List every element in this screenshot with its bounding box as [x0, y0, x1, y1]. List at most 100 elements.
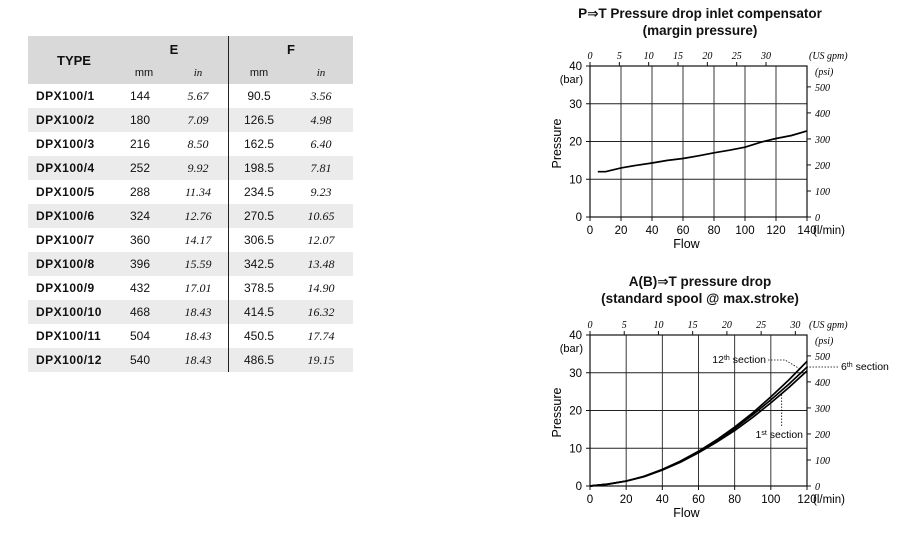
f-in-cell: 12.07 — [307, 232, 335, 247]
chart1-x2-tick-label: 20 — [702, 51, 712, 62]
f-in-cell: 14.90 — [307, 280, 335, 295]
e-mm-cell: 360 — [130, 233, 151, 247]
chart2-y2-tick-label: 400 — [815, 378, 830, 389]
chart2-annotation-leader — [768, 359, 800, 370]
f-header: F — [228, 36, 353, 62]
chart1-x-tick-label: 40 — [646, 225, 659, 237]
chart1-x-tick-label: 60 — [677, 225, 690, 237]
chart1-x2-tick-label: 0 — [588, 51, 593, 62]
chart1-y-tick-label: 20 — [569, 137, 582, 149]
e-mm-cell: 288 — [130, 185, 151, 199]
table-row: DPX100/4 252 9.92 198.5 7.81 — [28, 156, 353, 180]
f-in-cell: 17.74 — [307, 328, 335, 343]
type-cell: DPX100/1 — [36, 89, 95, 103]
e-mm-cell: 504 — [130, 329, 151, 343]
f-mm-cell: 198.5 — [228, 156, 289, 180]
chart2-x2-unit: (US gpm) — [809, 320, 848, 331]
chart2-x2-tick-label: 15 — [688, 320, 698, 331]
e-in-cell: 18.43 — [184, 304, 212, 319]
chart2-y2-unit: (psi) — [815, 336, 834, 347]
type-cell: DPX100/12 — [36, 353, 102, 367]
type-cell: DPX100/3 — [36, 137, 95, 151]
f-in-cell: 13.48 — [307, 256, 335, 271]
type-cell: DPX100/2 — [36, 113, 95, 127]
chart2-x-tick-label: 100 — [761, 494, 780, 506]
e-in-cell: 14.17 — [184, 232, 212, 247]
f-mm-cell: 270.5 — [228, 204, 289, 228]
e-in-cell: 12.76 — [184, 208, 212, 223]
table-row: DPX100/7 360 14.17 306.5 12.07 — [28, 228, 353, 252]
chart2-annotation-label: 1st section — [756, 429, 804, 441]
chart2-y-tick-label: 40 — [569, 330, 582, 342]
chart2-x2-tick-label: 30 — [789, 320, 800, 331]
f-mm-cell: 486.5 — [228, 348, 289, 372]
f-in-cell: 4.98 — [310, 112, 332, 127]
chart2-x2-tick-label: 10 — [653, 320, 663, 331]
table-row: DPX100/6 324 12.76 270.5 10.65 — [28, 204, 353, 228]
chart1-title-line1: P⇒T Pressure drop inlet compensator — [578, 6, 822, 21]
chart1-y-tick-label: 30 — [569, 99, 582, 111]
type-cell: DPX100/4 — [36, 161, 95, 175]
f-mm-cell: 90.5 — [228, 84, 289, 108]
table-row: DPX100/10 468 18.43 414.5 16.32 — [28, 300, 353, 324]
chart1-x-label: Flow — [673, 237, 700, 251]
f-in-cell: 9.23 — [310, 184, 332, 199]
chart1-y2-tick-label: 400 — [815, 109, 830, 120]
chart1-y2-tick-label: 100 — [815, 187, 830, 198]
chart1-y-label: Pressure — [550, 118, 564, 168]
e-in-cell: 18.43 — [184, 352, 212, 367]
chart2-x-tick-label: 40 — [656, 494, 669, 506]
chart2-x-tick-label: 120 — [797, 494, 816, 506]
chart2-x2-tick-label: 0 — [588, 320, 593, 331]
e-in-cell: 9.92 — [187, 160, 209, 175]
chart2-x2-tick-label: 5 — [622, 320, 627, 331]
chart2-series-line — [589, 370, 808, 487]
f-in-cell: 19.15 — [307, 352, 335, 367]
chart2-y-unit: (bar) — [560, 343, 583, 355]
chart2-annotation-label: 6th section — [841, 361, 889, 373]
e-mm-cell: 432 — [130, 281, 151, 295]
chart2-y2-tick-label: 500 — [815, 352, 830, 363]
e-in-cell: 17.01 — [184, 280, 212, 295]
chart1-x2-tick-label: 15 — [673, 51, 683, 62]
chart1-x2-tick-label: 10 — [644, 51, 654, 62]
e-mm-cell: 396 — [130, 257, 151, 271]
type-cell: DPX100/5 — [36, 185, 95, 199]
table-row: DPX100/1 144 5.67 90.5 3.56 — [28, 84, 353, 108]
table-row: DPX100/11 504 18.43 450.5 17.74 — [28, 324, 353, 348]
chart1-x2-tick-label: 5 — [617, 51, 622, 62]
chart2-x-tick-label: 80 — [728, 494, 741, 506]
e-mm-cell: 540 — [130, 353, 151, 367]
chart2-title-line1: A(B)⇒T pressure drop — [628, 274, 772, 289]
e-mm-cell: 180 — [130, 113, 151, 127]
e-mm-cell: 324 — [130, 209, 151, 223]
table-unit-row: mm in mm in — [28, 62, 353, 84]
f-mm-cell: 450.5 — [228, 324, 289, 348]
chart2-x-unit: (l/min) — [813, 494, 845, 506]
chart1-y-unit: (bar) — [560, 74, 583, 86]
chart2-y2-tick-label: 300 — [814, 404, 830, 415]
chart1-x-tick-label: 20 — [615, 225, 628, 237]
chart2-annotation-label: 12th section — [712, 354, 766, 366]
chart2-title: A(B)⇒T pressure drop (standard spool @ m… — [545, 273, 855, 307]
type-cell: DPX100/11 — [36, 329, 102, 343]
e-header: E — [120, 36, 229, 62]
type-cell: DPX100/10 — [36, 305, 102, 319]
chart2-x-tick-label: 0 — [587, 494, 593, 506]
chart1-title-line2: (margin pressure) — [642, 23, 758, 38]
chart2-y-tick-label: 30 — [569, 368, 582, 380]
chart2-x-tick-label: 60 — [692, 494, 705, 506]
chart2-y-tick-label: 20 — [569, 406, 582, 418]
chart1-y-tick-label: 40 — [569, 61, 582, 73]
chart1-x-tick-label: 0 — [587, 225, 593, 237]
table-row: DPX100/12 540 18.43 486.5 19.15 — [28, 348, 353, 372]
chart2-x-label: Flow — [673, 506, 700, 520]
chart1-series-line — [597, 130, 808, 173]
f-mm-cell: 234.5 — [228, 180, 289, 204]
table-row: DPX100/2 180 7.09 126.5 4.98 — [28, 108, 353, 132]
chart1-x-unit: (l/min) — [813, 225, 845, 237]
chart2-y2-tick-label: 100 — [815, 456, 830, 467]
table-header-row: TYPE E F — [28, 36, 353, 84]
chart1-x-tick-label: 80 — [708, 225, 721, 237]
